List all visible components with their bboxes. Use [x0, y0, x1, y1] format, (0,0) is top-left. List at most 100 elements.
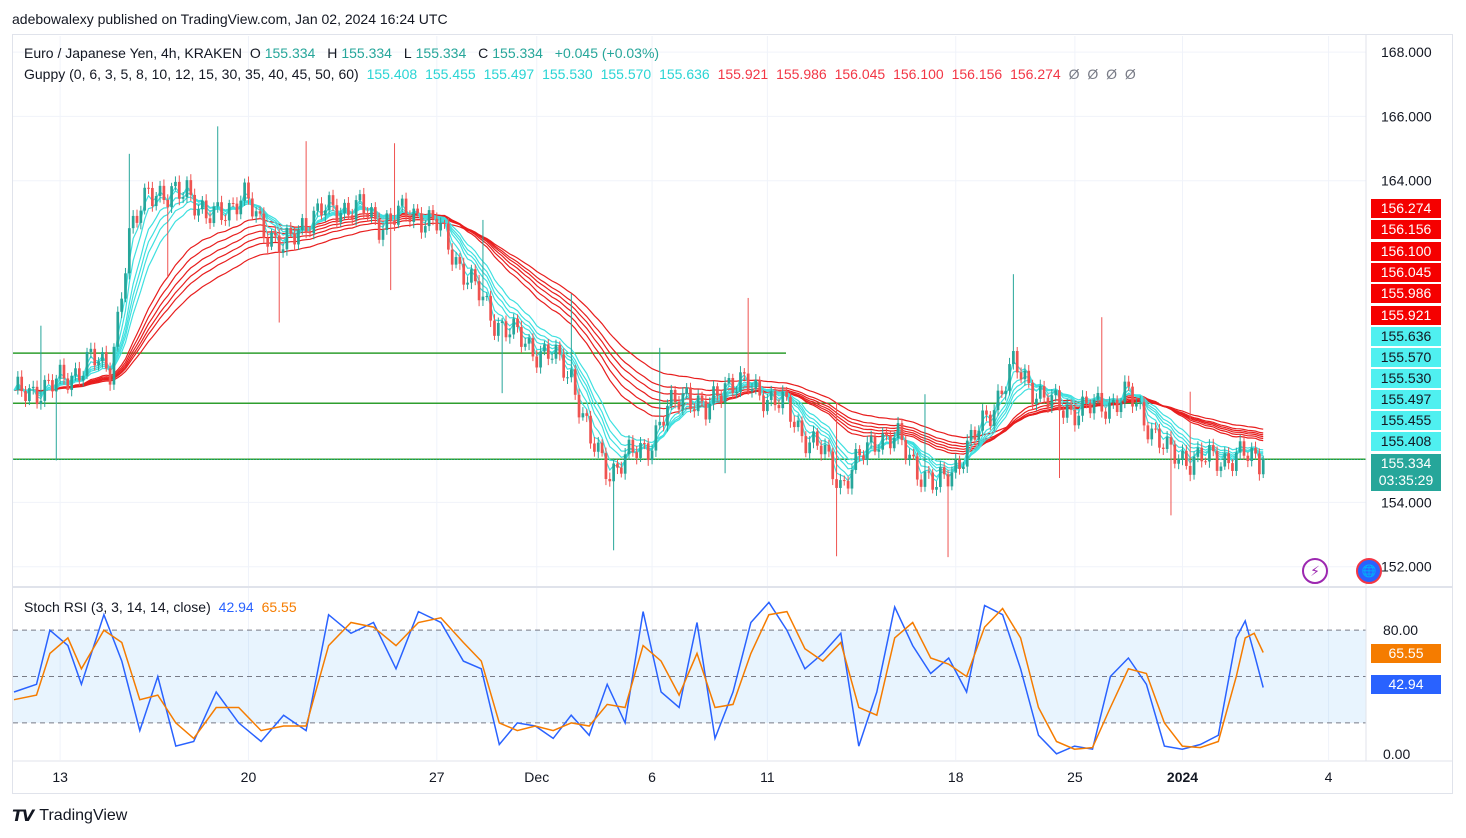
candle-body	[350, 215, 354, 220]
candle-body	[677, 401, 681, 410]
guppy-slow-price-label: 155.986	[1371, 284, 1441, 304]
candle-body	[1261, 459, 1265, 475]
candle-body	[1015, 351, 1019, 373]
candle-body	[112, 346, 116, 385]
candle-body	[873, 436, 877, 452]
candle-body	[865, 442, 869, 460]
candle-body	[619, 467, 623, 474]
candle-body	[731, 377, 735, 393]
candle-body	[1012, 351, 1015, 365]
candle-body	[716, 386, 719, 396]
guppy-fast-price-label: 155.570	[1371, 348, 1441, 367]
candle-body	[696, 395, 700, 412]
candle-body	[896, 423, 900, 438]
candle-body	[985, 410, 988, 415]
candle-body	[439, 223, 443, 231]
guppy-slow-line	[13, 215, 1264, 450]
candle-body	[942, 467, 946, 475]
horizontal-lines	[13, 352, 1366, 461]
candle-body	[274, 232, 277, 236]
guppy-title[interactable]: Guppy (0, 6, 3, 5, 8, 10, 12, 15, 30, 35…	[24, 66, 359, 82]
candle-body	[1250, 448, 1254, 461]
candle-body	[489, 296, 492, 321]
candle-body	[708, 403, 712, 420]
stoch-rsi-title[interactable]: Stoch RSI (3, 3, 14, 14, close)	[24, 599, 211, 615]
candle-body	[373, 207, 377, 219]
candle-body	[204, 200, 208, 219]
candle-body	[166, 200, 170, 208]
candle-body	[81, 375, 85, 381]
candle-body	[454, 257, 458, 265]
candle-body	[1088, 402, 1092, 414]
tradingview-logo[interactable]: 𝙏𝙑 TradingView	[12, 806, 127, 826]
candle-body	[443, 223, 446, 225]
candle-body	[308, 231, 312, 234]
guppy-legend[interactable]: Guppy (0, 6, 3, 5, 8, 10, 12, 15, 30, 35…	[24, 66, 1140, 82]
candle-body	[1085, 396, 1088, 403]
candle-body	[270, 232, 273, 247]
calendar-flag-icon[interactable]: 🌐	[1356, 558, 1382, 584]
guppy-fast-price-label: 155.497	[1371, 390, 1441, 409]
time-tick-label: 11	[760, 769, 775, 785]
candle-body	[1131, 386, 1134, 407]
candle-body	[885, 433, 888, 436]
candle-body	[1150, 428, 1154, 440]
candle-body	[769, 391, 773, 401]
candle-body	[631, 439, 635, 453]
candles	[16, 126, 1265, 558]
guppy-fast-price-label: 155.408	[1371, 432, 1441, 451]
candle-body	[1092, 399, 1096, 414]
candle-body	[981, 410, 984, 431]
candle-body	[139, 210, 143, 223]
candle-body	[850, 470, 854, 489]
candle-body	[235, 203, 239, 215]
time-tick-label: 4	[1325, 769, 1333, 785]
candle-body	[616, 463, 619, 468]
candle-body	[739, 372, 742, 392]
symbol-title[interactable]: Euro / Japanese Yen, 4h, KRAKEN	[24, 45, 242, 61]
symbol-legend[interactable]: Euro / Japanese Yen, 4h, KRAKEN O 155.334…	[24, 45, 663, 61]
candle-body	[1138, 402, 1142, 404]
candle-body	[170, 186, 173, 208]
candle-body	[566, 377, 569, 379]
stoch-rsi-legend[interactable]: Stoch RSI (3, 3, 14, 14, close) 42.94 65…	[24, 599, 301, 615]
candle-body	[335, 205, 339, 223]
candle-body	[919, 479, 923, 487]
candle-body	[362, 194, 366, 214]
candle-body	[397, 205, 400, 225]
candle-body	[877, 449, 881, 452]
candle-body	[654, 425, 658, 451]
candle-body	[662, 421, 665, 426]
candle-body	[462, 263, 466, 285]
guppy-fast-ribbon	[13, 186, 1264, 483]
guppy-fast-price-label: 155.530	[1371, 369, 1441, 388]
candle-body	[842, 480, 846, 482]
candle-body	[777, 405, 781, 409]
candle-body	[908, 454, 911, 460]
candle-body	[1254, 448, 1257, 454]
candle-body	[1035, 398, 1038, 405]
candle-body	[408, 216, 412, 222]
candle-body	[35, 386, 39, 405]
candle-body	[1031, 383, 1034, 405]
candle-body	[608, 478, 612, 482]
candle-body	[527, 338, 531, 344]
candle-body	[1135, 403, 1138, 407]
lightning-icon[interactable]: ⚡	[1302, 558, 1328, 584]
candle-body	[1115, 399, 1119, 413]
candle-body	[197, 209, 200, 216]
guppy-slow-value: 155.986	[776, 66, 827, 82]
stoch-rsi-d-value: 65.55	[261, 599, 297, 615]
candle-body	[543, 344, 546, 352]
candle-body	[723, 383, 727, 403]
candle-body	[539, 351, 542, 368]
candle-body	[689, 387, 692, 410]
guppy-slow-price-label: 156.045	[1371, 262, 1441, 282]
candle-body	[1108, 402, 1111, 419]
guppy-empty-value: Ø	[1087, 66, 1099, 82]
ohlc-low: L 155.334	[403, 45, 467, 61]
candle-body	[931, 472, 935, 490]
chart-frame	[12, 34, 1453, 794]
